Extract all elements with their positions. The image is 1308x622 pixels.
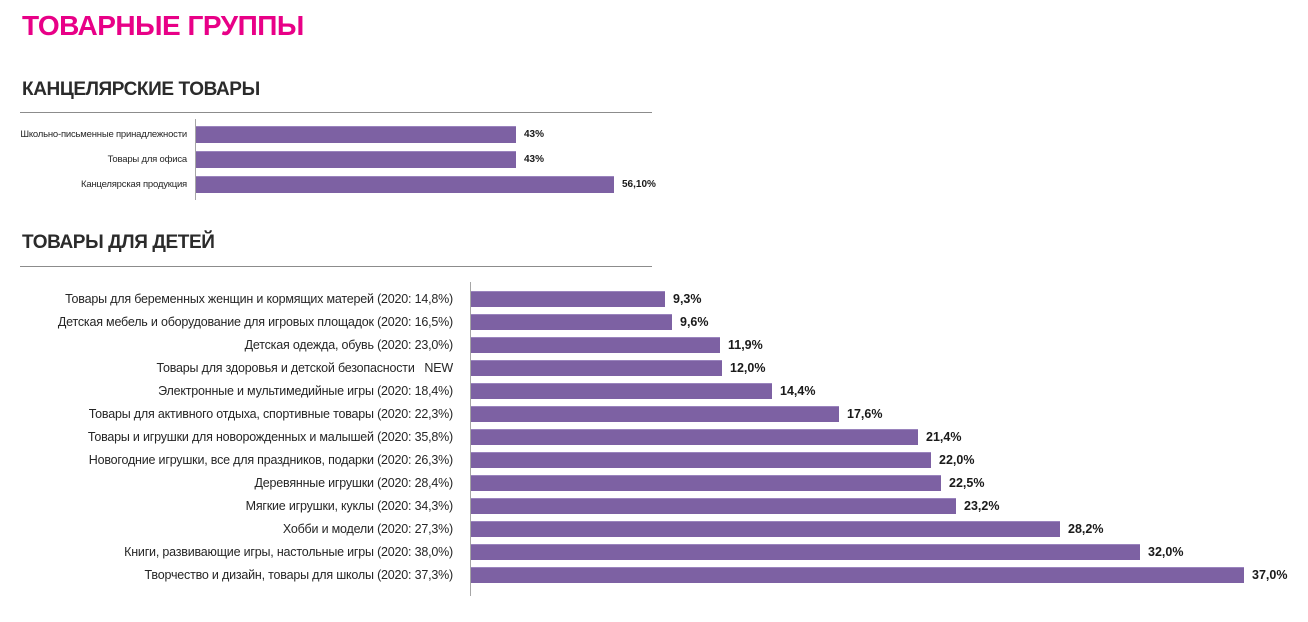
bar-label: Детская одежда, обувь (2020: 23,0%)	[244, 337, 454, 352]
bar-row: Товары и игрушки для новорожденных и мал…	[0, 425, 1308, 448]
bar-label: Товары и игрушки для новорожденных и мал…	[87, 429, 453, 444]
bar-value: 12,0%	[730, 360, 766, 375]
bar	[471, 474, 941, 491]
bar-value: 21,4%	[926, 429, 962, 444]
bar	[471, 451, 931, 468]
bar-label: Новогодние игрушки, все для праздников, …	[88, 452, 453, 467]
bar	[471, 543, 1140, 560]
bar-value: 23,2%	[964, 498, 1000, 513]
y-axis-line	[195, 119, 196, 200]
bar-value: 9,3%	[673, 291, 702, 306]
section-title-children: ТОВАРЫ ДЛЯ ДЕТЕЙ	[22, 232, 215, 253]
bar-label: Книги, развивающие игры, настольные игры…	[124, 544, 453, 559]
bar-row: Детская одежда, обувь (2020: 23,0%) 11,9…	[0, 333, 1308, 356]
page-title: ТОВАРНЫЕ ГРУППЫ	[22, 10, 304, 41]
bar-label: Мягкие игрушки, куклы (2020: 34,3%)	[245, 498, 454, 513]
bar-row: Канцелярская продукция 56,10%	[0, 172, 1308, 197]
bar-row: Электронные и мультимедийные игры (2020:…	[0, 379, 1308, 402]
bar-label: Товары для офиса	[107, 154, 188, 165]
bar-value: 17,6%	[847, 406, 883, 421]
bar-value: 28,2%	[1068, 521, 1104, 536]
bar-label: Хобби и модели (2020: 27,3%)	[282, 521, 453, 536]
bar	[471, 382, 772, 399]
bar-value: 11,9%	[728, 337, 763, 352]
bar-label: Товары для здоровья и детской безопаснос…	[156, 360, 454, 375]
bar-value: 22,0%	[939, 452, 975, 467]
bar-value: 9,6%	[680, 314, 709, 329]
chart-children-goods: Товары для беременных женщин и кормящих …	[0, 282, 1308, 596]
bar-label: Детская мебель и оборудование для игровы…	[57, 314, 453, 329]
bar-row: Творчество и дизайн, товары для школы (2…	[0, 563, 1308, 586]
bar-label: Творчество и дизайн, товары для школы (2…	[144, 567, 454, 582]
chart-rows: Товары для беременных женщин и кормящих …	[0, 287, 1308, 586]
section-rule	[20, 112, 652, 113]
chart-stationery: Школьно-письменные принадлежности 43% То…	[0, 119, 1308, 200]
bar-row: Товары для активного отдыха, спортивные …	[0, 402, 1308, 425]
bar-row: Деревянные игрушки (2020: 28,4%) 22,5%	[0, 471, 1308, 494]
bar	[196, 126, 516, 143]
bar-value: 32,0%	[1148, 544, 1184, 559]
bar	[471, 428, 918, 445]
bar	[471, 290, 665, 307]
bar-label: Электронные и мультимедийные игры (2020:…	[158, 383, 453, 398]
bar-value: 43%	[524, 129, 545, 140]
bar	[471, 520, 1060, 537]
bar-value: 22,5%	[949, 475, 985, 490]
bar-row: Школьно-письменные принадлежности 43%	[0, 122, 1308, 147]
bar-label: Школьно-письменные принадлежности	[20, 129, 187, 140]
bar-label: Товары для активного отдыха, спортивные …	[88, 406, 453, 421]
bar	[471, 336, 720, 353]
bar-value: 37,0%	[1252, 567, 1288, 582]
bar	[196, 151, 516, 168]
chart-rows: Школьно-письменные принадлежности 43% То…	[0, 122, 1308, 197]
bar-value: 14,4%	[780, 383, 816, 398]
bar-row: Товары для здоровья и детской безопаснос…	[0, 356, 1308, 379]
bar	[471, 566, 1244, 583]
bar-label: Канцелярская продукция	[81, 179, 187, 190]
bar-row: Книги, развивающие игры, настольные игры…	[0, 540, 1308, 563]
section-rule	[20, 266, 652, 267]
bar	[471, 497, 956, 514]
bar	[196, 176, 614, 193]
section-title-stationery: КАНЦЕЛЯРСКИЕ ТОВАРЫ	[22, 79, 260, 100]
y-axis-line	[470, 282, 471, 596]
bar-row: Товары для офиса 43%	[0, 147, 1308, 172]
bar-row: Мягкие игрушки, куклы (2020: 34,3%) 23,2…	[0, 494, 1308, 517]
bar	[471, 313, 672, 330]
bar-label: Товары для беременных женщин и кормящих …	[65, 291, 453, 306]
bar-value: 43%	[524, 154, 545, 165]
bar-value: 56,10%	[622, 179, 656, 190]
bar-row: Товары для беременных женщин и кормящих …	[0, 287, 1308, 310]
bar	[471, 405, 839, 422]
bar	[471, 359, 722, 376]
bar-label: Деревянные игрушки (2020: 28,4%)	[254, 475, 454, 490]
bar-row: Детская мебель и оборудование для игровы…	[0, 310, 1308, 333]
bar-row: Новогодние игрушки, все для праздников, …	[0, 448, 1308, 471]
bar-row: Хобби и модели (2020: 27,3%) 28,2%	[0, 517, 1308, 540]
